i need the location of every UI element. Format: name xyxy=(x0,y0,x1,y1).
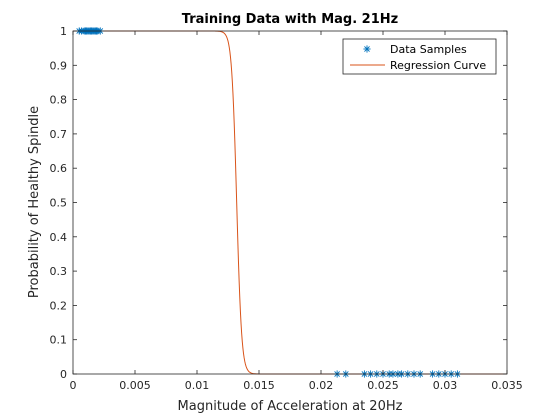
y-tick-label: 0.9 xyxy=(50,59,68,72)
legend-label-data-samples: Data Samples xyxy=(390,43,467,56)
y-tick-label: 0 xyxy=(60,368,67,381)
legend-label-regression-curve: Regression Curve xyxy=(390,59,486,72)
legend: Data Samples Regression Curve xyxy=(342,38,497,75)
legend-marker-data-samples xyxy=(363,45,371,53)
x-tick-label: 0 xyxy=(70,379,77,392)
plot-background xyxy=(73,31,507,374)
x-tick-label: 0.035 xyxy=(491,379,523,392)
x-tick-label: 0.015 xyxy=(243,379,275,392)
y-tick-label: 0.8 xyxy=(50,94,68,107)
chart-title: Training Data with Mag. 21Hz xyxy=(182,12,398,27)
y-tick-label: 1 xyxy=(60,25,67,38)
y-tick-label: 0.5 xyxy=(50,197,68,210)
y-tick-label: 0.6 xyxy=(50,162,68,175)
y-tick-label: 0.3 xyxy=(50,265,68,278)
y-tick-label: 0.1 xyxy=(50,334,68,347)
legend-asterisk-icon xyxy=(363,45,371,53)
y-tick-label: 0.4 xyxy=(50,231,68,244)
x-axis-label: Magnitude of Acceleration at 20Hz xyxy=(178,399,403,414)
legend-box xyxy=(342,38,497,75)
x-tick-label: 0.01 xyxy=(185,379,210,392)
y-axis-label: Probability of Healthy Spindle xyxy=(27,106,42,298)
y-tick-label: 0.2 xyxy=(50,299,68,312)
x-axis-ticks: 0 0.005 0.01 0.015 0.02 0.025 0.03 0.035 xyxy=(70,31,523,392)
x-tick-label: 0.02 xyxy=(309,379,334,392)
x-tick-label: 0.03 xyxy=(433,379,458,392)
y-axis-ticks: 0 0.1 0.2 0.3 0.4 0.5 0.6 0.7 0.8 0.9 1 xyxy=(50,25,507,381)
x-tick-label: 0.025 xyxy=(367,379,399,392)
x-tick-label: 0.005 xyxy=(119,379,151,392)
y-tick-label: 0.7 xyxy=(50,128,68,141)
